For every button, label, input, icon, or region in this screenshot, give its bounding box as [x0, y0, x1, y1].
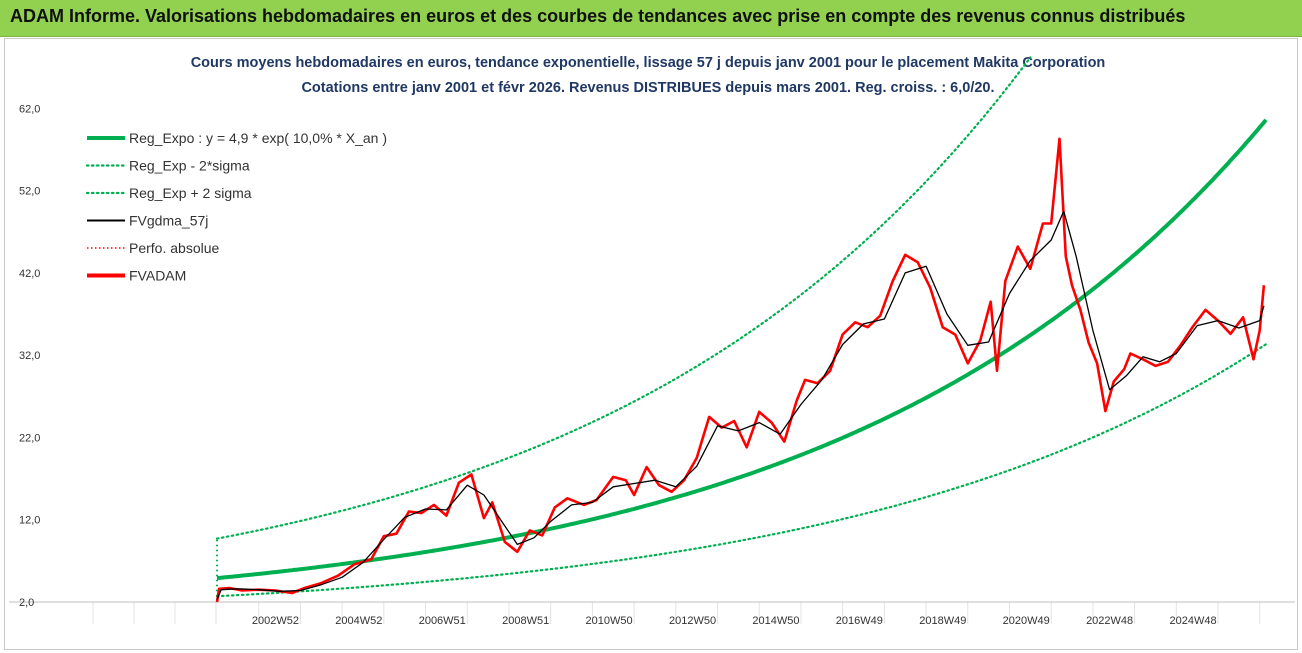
x-tick-label: 2024W48: [1169, 615, 1216, 627]
chart-title-line1: Cours moyens hebdomadaires en euros, ten…: [191, 55, 1106, 71]
series-layer: [215, 56, 1268, 603]
y-tick-label: 62,0: [19, 103, 40, 115]
legend-item-upper: Reg_Exp + 2 sigma: [85, 185, 252, 201]
legend-item-perfo: Perfo. absolue: [87, 240, 219, 256]
legend-item-fvadam: FVADAM: [87, 268, 186, 284]
x-tick-label: 2020W49: [1003, 615, 1050, 627]
legend-label-fvadam: FVADAM: [129, 268, 186, 284]
x-tick-label: 2018W49: [919, 615, 966, 627]
x-tick-label: 2014W50: [752, 615, 799, 627]
x-tick-label: 2002W52: [252, 615, 299, 627]
y-tick-label: 22,0: [19, 432, 40, 444]
x-tick-label: 2004W52: [335, 615, 382, 627]
report-banner: ADAM Informe. Valorisations hebdomadaire…: [0, 0, 1302, 37]
legend-label-perfo: Perfo. absolue: [129, 240, 219, 256]
x-tick-label: 2010W50: [586, 615, 633, 627]
chart-title-line2: Cotations entre janv 2001 et févr 2026. …: [301, 80, 994, 96]
series-fvadam-line: [215, 137, 1266, 603]
y-tick-label: 32,0: [19, 350, 40, 362]
y-tick-label: 12,0: [19, 515, 40, 527]
legend-item-lower: Reg_Exp - 2*sigma: [85, 158, 250, 174]
legend-item-reg: Reg_Expo : y = 4,9 * exp( 10,0% * X_an ): [87, 130, 387, 146]
x-tick-label: 2006W51: [419, 615, 466, 627]
report-title: ADAM Informe. Valorisations hebdomadaire…: [10, 6, 1186, 26]
series-fvgdma-line: [216, 210, 1265, 600]
series-reg-expo-line: [216, 118, 1268, 581]
legend-label-fvgdma: FVgdma_57j: [129, 213, 208, 229]
y-tick-label: 2,0: [19, 597, 34, 609]
x-tick-label: 2008W51: [502, 615, 549, 627]
x-tick-label: 2016W49: [836, 615, 883, 627]
legend-label-lower: Reg_Exp - 2*sigma: [129, 158, 250, 174]
legend-label-upper: Reg_Exp + 2 sigma: [129, 185, 252, 201]
legend: Reg_Expo : y = 4,9 * exp( 10,0% * X_an )…: [85, 130, 387, 284]
chart-area: Cours moyens hebdomadaires en euros, ten…: [4, 38, 1298, 650]
legend-item-fvgdma: FVgdma_57j: [87, 213, 208, 229]
grid-lines: [92, 602, 1261, 624]
axes: 2,0 12,0 22,0 32,0 42,0 52,0 62,0 2002W52 2004W5…: [9, 103, 1295, 627]
legend-label-reg: Reg_Expo : y = 4,9 * exp( 10,0% * X_an ): [129, 130, 387, 146]
y-tick-label: 52,0: [19, 186, 40, 198]
y-tick-label: 42,0: [19, 268, 40, 280]
trend-chart: Cours moyens hebdomadaires en euros, ten…: [9, 55, 1295, 627]
x-tick-label: 2012W50: [669, 615, 716, 627]
series-reg-upper-line: [215, 56, 1032, 540]
x-tick-label: 2022W48: [1086, 615, 1133, 627]
series-reg-lower-line: [215, 343, 1268, 598]
